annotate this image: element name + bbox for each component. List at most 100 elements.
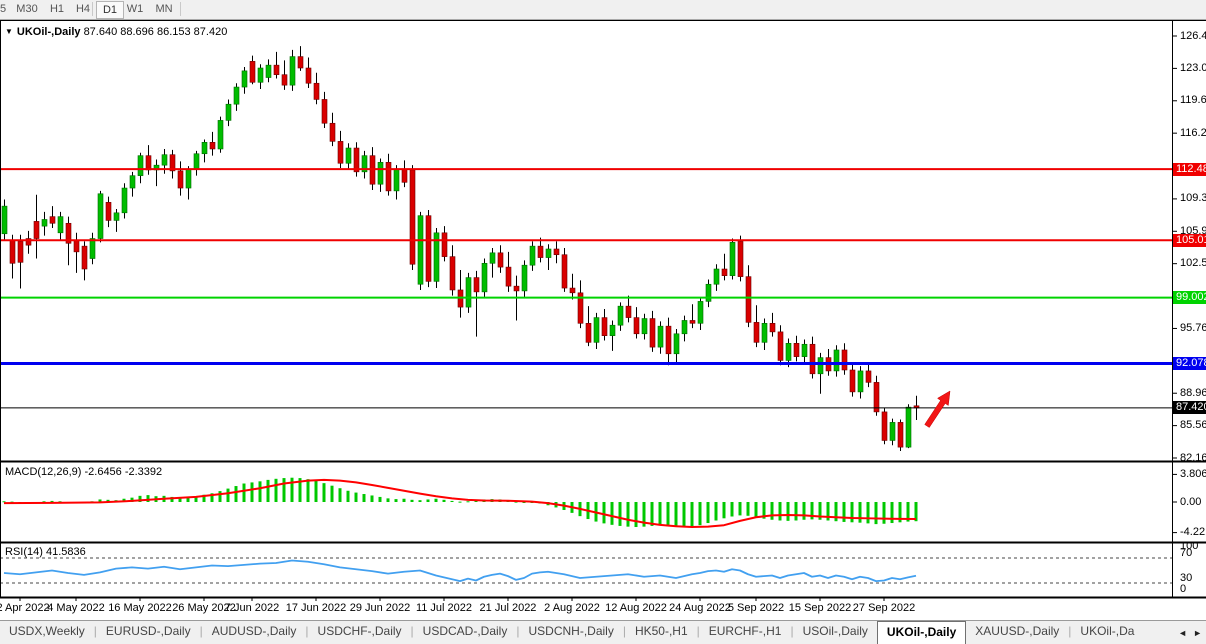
time-axis-label: 2 Aug 2022	[544, 602, 600, 614]
candle-bull	[1, 205, 8, 235]
candle-bear	[169, 154, 176, 172]
macd-histogram-bar	[858, 502, 862, 523]
macd-histogram-bar	[370, 495, 374, 502]
macd-histogram-bar	[282, 478, 286, 502]
candle-bear	[249, 61, 256, 83]
macd-histogram-bar	[194, 496, 198, 502]
time-axis-label: 15 Sep 2022	[788, 602, 852, 614]
timeframe-button-5[interactable]: 5	[0, 3, 7, 15]
candle-bear	[401, 168, 408, 183]
candle-bull	[393, 168, 400, 192]
macd-histogram-bar	[418, 500, 422, 502]
candle-bear	[841, 349, 848, 371]
candle-bull	[345, 147, 352, 164]
tab-separator: |	[696, 624, 700, 638]
candle-bull	[705, 283, 712, 302]
symbol-tab-usdx-weekly[interactable]: USDX,Weekly	[9, 624, 85, 638]
candle-bull	[545, 248, 552, 258]
macd-signal-line	[3, 478, 917, 529]
candle-bull	[657, 325, 664, 348]
symbol-tab-audusd-daily[interactable]: AUDUSD-,Daily	[211, 624, 297, 638]
tabs-scroll-right-icon[interactable]: ►	[1193, 627, 1202, 638]
time-axis-label: 27 Sep 2022	[852, 602, 916, 614]
time-axis-label: 17 Jun 2022	[285, 602, 347, 614]
symbol-tab-xauusd-daily[interactable]: XAUUSD-,Daily	[975, 624, 1060, 638]
candle-bear	[513, 285, 520, 292]
timeframe-button-h1[interactable]: H1	[49, 3, 65, 15]
candle-bull	[377, 162, 384, 185]
time-axis-label: 24 Aug 2022	[669, 602, 731, 614]
time-axis-label: 21 Jul 2022	[479, 602, 537, 614]
macd-histogram-bar	[906, 502, 910, 522]
price-axis-label: 123.060	[1180, 61, 1206, 74]
candle-bear	[305, 67, 312, 84]
price-axis-label: 119.660	[1180, 94, 1206, 107]
candle-bear	[849, 369, 856, 393]
timeframe-button-m30[interactable]: M30	[16, 3, 38, 15]
macd-histogram-bar	[514, 501, 518, 503]
macd-histogram-bar	[754, 502, 758, 518]
timeframe-button-h4[interactable]: H4	[75, 3, 91, 15]
macd-histogram-bar	[810, 502, 814, 520]
macd-histogram-bar	[426, 499, 430, 502]
candle-bull	[217, 120, 224, 150]
tabs-scroll-left-icon[interactable]: ◄	[1178, 627, 1188, 638]
timeframe-button-w1[interactable]: W1	[126, 3, 144, 15]
rsi-line	[3, 559, 917, 583]
symbol-tab-hk50-h1[interactable]: HK50-,H1	[634, 624, 688, 638]
macd-histogram-bar	[730, 502, 734, 517]
symbol-tab-eurchf-h1[interactable]: EURCHF-,H1	[708, 624, 782, 638]
macd-histogram-bar	[634, 502, 638, 528]
tab-separator: |	[1068, 624, 1072, 638]
candle-bear	[385, 162, 392, 192]
candle-bull	[857, 370, 864, 393]
price-axis-label: 88.960	[1180, 386, 1206, 399]
candle-bear	[473, 277, 480, 293]
symbol-tab-eurusd-daily[interactable]: EURUSD-,Daily	[105, 624, 191, 638]
macd-histogram-bar	[474, 500, 478, 502]
macd-histogram-bar	[386, 498, 390, 502]
symbol-tab-usdchf-daily[interactable]: USDCHF-,Daily	[317, 624, 402, 638]
candle-bull	[233, 86, 240, 105]
chart-dropdown-icon[interactable]: ▼	[5, 27, 13, 36]
timeframe-button-mn[interactable]: MN	[155, 3, 173, 15]
level-price-badge: 99.002	[1173, 291, 1206, 305]
timeframe-button-d1[interactable]: D1	[96, 1, 124, 19]
candle-bear	[297, 56, 304, 69]
macd-histogram-bar	[642, 502, 646, 527]
tab-separator: |	[305, 624, 309, 638]
macd-histogram-bar	[402, 498, 406, 502]
candle-bear	[425, 215, 432, 282]
candle-bear	[649, 318, 656, 348]
macd-histogram-bar	[290, 477, 294, 502]
candle-bull	[185, 168, 192, 189]
macd-histogram-bar	[298, 478, 302, 502]
macd-histogram-bar	[146, 495, 150, 502]
symbol-tab-usdcnh-daily[interactable]: USDCNH-,Daily	[528, 624, 614, 638]
candle-bull	[265, 64, 272, 78]
price-axis-label: 85.560	[1180, 419, 1206, 432]
symbol-tab-usoil-daily[interactable]: USOil-,Daily	[802, 624, 868, 638]
candle-bull	[129, 175, 136, 189]
symbol-tab-ukoil-da[interactable]: UKOil-,Da	[1080, 624, 1135, 638]
candle-bull	[41, 219, 48, 227]
macd-histogram-bar	[698, 502, 702, 526]
macd-histogram-bar	[818, 502, 822, 520]
macd-histogram-bar	[522, 502, 526, 503]
candle-bull	[593, 317, 600, 343]
candle-bull	[785, 343, 792, 361]
candle-bull	[289, 56, 296, 86]
candle-bull	[89, 238, 96, 259]
macd-histogram-bar	[98, 499, 102, 502]
symbol-tab-ukoil-daily[interactable]: UKOil-,Daily	[876, 621, 967, 644]
arrow-annotation[interactable]	[924, 390, 951, 428]
candle-bear	[873, 382, 880, 413]
current-price-badge: 87.420	[1173, 401, 1206, 415]
macd-histogram-bar	[898, 502, 902, 523]
symbol-tab-usdcad-daily[interactable]: USDCAD-,Daily	[422, 624, 508, 638]
price-axis-label: 109.360	[1180, 192, 1206, 205]
candle-bull	[529, 245, 536, 266]
candle-bear	[337, 141, 344, 164]
candle-bull	[833, 349, 840, 372]
